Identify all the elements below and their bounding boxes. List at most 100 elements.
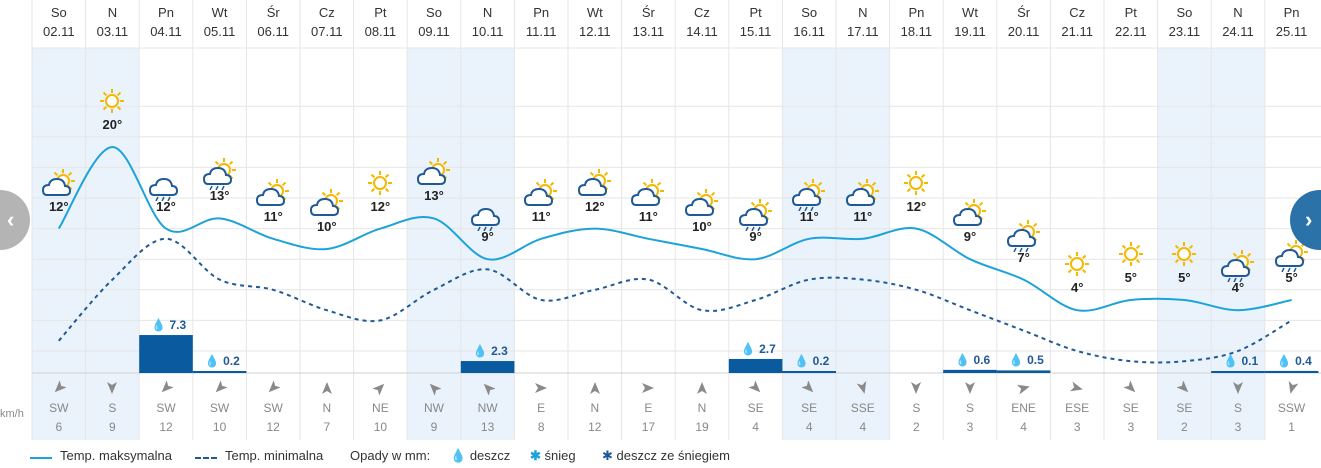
legend-rain: 💧 deszcz [450, 448, 511, 463]
day-header: N 17.11 [836, 0, 890, 40]
day-name: So [801, 5, 818, 20]
day-date: 17.11 [847, 24, 879, 39]
sun-cloud-icon [952, 199, 988, 231]
day-header: So 02.11 [32, 0, 86, 40]
day-name: Pn [533, 5, 550, 20]
precip-label: 💧 2.7 [740, 341, 776, 356]
dashed-line-icon [195, 457, 217, 459]
day-name: So [50, 5, 67, 20]
max-temp-label: 12° [906, 198, 927, 214]
wind-speed: 2 [1181, 420, 1188, 434]
day-date: 11.11 [525, 24, 557, 39]
precip-bar [728, 358, 783, 373]
max-temp-label: 10° [316, 219, 337, 234]
wind-direction: SW [263, 401, 283, 415]
wind-direction: NW [477, 401, 498, 415]
sun-cloud-icon [630, 178, 666, 211]
weekend-column-bg [32, 48, 86, 440]
day-header: Pn 25.11 [1265, 0, 1319, 40]
wind-unit-label: km/h [0, 408, 24, 420]
max-temp-label: 11° [263, 208, 283, 224]
sleet-icon: ✱ [602, 448, 613, 463]
wind-arrow-icon [1070, 381, 1084, 395]
day-name: Pt [749, 5, 762, 20]
wind-speed: 4 [805, 420, 813, 434]
precip-bar [192, 371, 247, 373]
day-date: 15.11 [739, 24, 772, 39]
day-name: Pn [158, 5, 174, 20]
sun-icon [1166, 240, 1202, 272]
wind-speed: 12 [266, 420, 280, 434]
wind-speed: 9 [109, 420, 116, 434]
wind-speed: 4 [752, 420, 759, 434]
day-name: Wt [586, 5, 603, 20]
min-temp-series [58, 237, 1293, 364]
wind-arrow-icon [105, 381, 119, 395]
day-date: 05.11 [203, 24, 236, 39]
day-header: Śr 13.11 [621, 0, 675, 40]
wind-speed: 10 [212, 420, 227, 434]
wind-direction: SW [156, 401, 176, 415]
legend-sleet: ✱ deszcz ze śniegiem [602, 448, 730, 463]
max-temp-label: 20° [102, 117, 123, 132]
sun-rain-icon [1220, 250, 1256, 283]
wind-speed: 19 [695, 420, 709, 434]
day-date: 25.11 [1275, 24, 1308, 39]
day-header: Cz 07.11 [300, 0, 354, 40]
day-header: Pt 15.11 [729, 0, 783, 40]
sun-icon [898, 169, 934, 201]
legend-snow: ✱ śnieg [530, 448, 576, 463]
precip-label: 💧 7.3 [151, 318, 187, 333]
max-temp-label: 13° [424, 188, 444, 204]
day-date: 07.11 [311, 24, 343, 39]
precip-label: 💧 0.4 [1276, 353, 1312, 368]
wind-speed: 3 [1234, 420, 1242, 434]
day-name: Pt [374, 5, 387, 20]
max-temp-label: 4° [1231, 280, 1245, 296]
max-temp-label: 11° [853, 208, 873, 224]
day-name: So [426, 5, 442, 20]
wind-direction: ENE [1011, 401, 1036, 415]
day-header: Pn 18.11 [889, 0, 943, 40]
day-name: Pn [908, 5, 925, 20]
precip-bar [996, 370, 1051, 373]
precip-bar [943, 369, 997, 373]
wind-arrow-icon [856, 380, 870, 395]
wind-speed: 8 [537, 420, 545, 434]
wind-direction: SE [801, 401, 818, 415]
legend-precip-title: Opady w mm: [350, 448, 431, 463]
precip-label: 💧 0.5 [1008, 353, 1044, 368]
wind-arrow-icon [213, 380, 228, 395]
sun-icon [1113, 240, 1149, 272]
wind-direction: N [590, 401, 600, 415]
day-name: N [858, 5, 868, 20]
wind-arrow-icon [427, 381, 442, 396]
raindrop-icon: 💧 [450, 448, 467, 463]
max-temp-label: 12° [370, 198, 391, 214]
day-header: Cz 14.11 [675, 0, 729, 40]
day-header: So 16.11 [782, 0, 836, 40]
precip-label: 💧 0.6 [955, 352, 991, 367]
wind-arrow-icon [481, 381, 496, 396]
wind-speed: 4 [859, 420, 867, 434]
sun-rain-icon [791, 178, 827, 212]
max-temp-label: 12° [48, 198, 69, 214]
day-date: 13.11 [632, 24, 665, 39]
sun-cloud-icon [523, 178, 559, 211]
day-header: So 23.11 [1157, 0, 1211, 40]
day-name: Śr [1017, 5, 1031, 20]
day-header: Wt 05.11 [193, 0, 247, 40]
max-temp-label: 5° [1285, 270, 1298, 285]
wind-arrow-icon [266, 380, 281, 395]
day-date: 08.11 [364, 24, 397, 39]
sun-icon [1059, 250, 1095, 282]
wind-arrow-icon [1231, 381, 1245, 395]
wind-direction: NW [424, 401, 444, 415]
day-date: 24.11 [1222, 24, 1254, 39]
sun-rain-heavy-icon [738, 199, 774, 232]
wind-arrow-icon [1123, 380, 1138, 395]
sun-cloud-icon [309, 189, 345, 221]
wind-arrow-icon [1285, 380, 1299, 395]
wind-direction: E [644, 401, 653, 415]
